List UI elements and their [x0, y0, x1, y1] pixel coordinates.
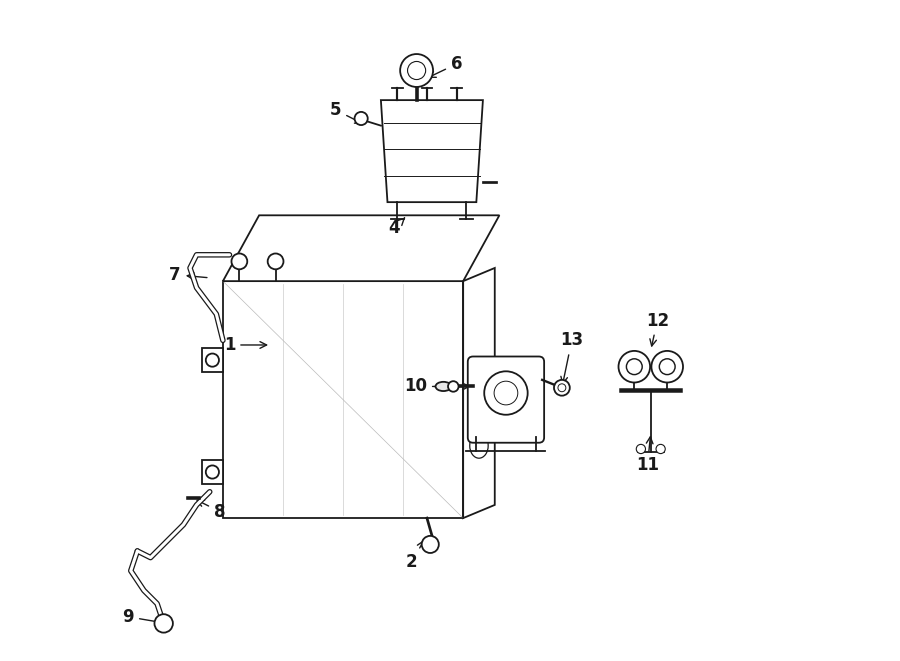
Text: 5: 5 — [330, 101, 362, 123]
Ellipse shape — [470, 397, 488, 422]
Text: 10: 10 — [404, 377, 455, 395]
Circle shape — [484, 371, 527, 414]
Text: 8: 8 — [197, 500, 225, 520]
Circle shape — [231, 253, 248, 269]
Text: 2: 2 — [406, 541, 424, 571]
Text: 3: 3 — [445, 377, 488, 395]
Text: 4: 4 — [388, 218, 405, 237]
Circle shape — [448, 381, 459, 392]
Circle shape — [652, 351, 683, 383]
Text: 12: 12 — [646, 311, 669, 346]
Circle shape — [636, 444, 645, 453]
Text: 13: 13 — [560, 331, 583, 383]
FancyBboxPatch shape — [202, 460, 223, 484]
Circle shape — [656, 444, 665, 453]
Circle shape — [626, 359, 643, 375]
Circle shape — [206, 465, 219, 479]
Polygon shape — [223, 281, 464, 518]
Ellipse shape — [470, 433, 488, 458]
Polygon shape — [223, 215, 500, 281]
Circle shape — [400, 54, 433, 87]
Text: 9: 9 — [122, 608, 163, 626]
Polygon shape — [381, 100, 483, 202]
FancyBboxPatch shape — [468, 356, 544, 443]
Text: 1: 1 — [224, 336, 266, 354]
Circle shape — [155, 614, 173, 633]
FancyBboxPatch shape — [202, 348, 223, 372]
Circle shape — [660, 359, 675, 375]
Circle shape — [558, 384, 566, 392]
Text: 7: 7 — [168, 266, 207, 284]
Text: 6: 6 — [429, 55, 463, 77]
Circle shape — [267, 253, 284, 269]
Circle shape — [206, 354, 219, 367]
Circle shape — [554, 380, 570, 396]
Circle shape — [422, 536, 439, 553]
Circle shape — [494, 381, 518, 405]
Ellipse shape — [470, 358, 488, 383]
Circle shape — [408, 61, 426, 79]
Ellipse shape — [436, 382, 451, 391]
Text: 11: 11 — [636, 437, 659, 475]
Circle shape — [618, 351, 650, 383]
Polygon shape — [464, 268, 495, 518]
Circle shape — [355, 112, 368, 125]
